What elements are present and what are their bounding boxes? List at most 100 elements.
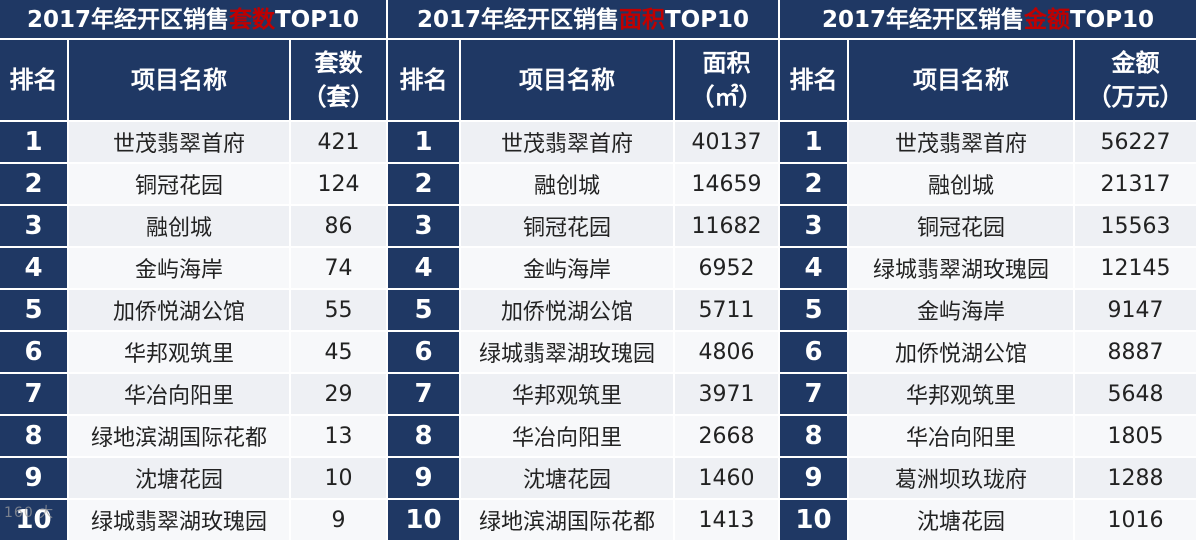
table-row: 9 沈塘花园 1460 <box>388 457 778 500</box>
value-cell: 421 <box>290 121 386 164</box>
rank-cell: 1 <box>0 121 69 164</box>
table-row: 7 华邦观筑里 5648 <box>780 373 1196 416</box>
project-name-cell: 金屿海岸 <box>848 289 1075 332</box>
value-cell: 4806 <box>674 331 778 374</box>
table-row: 8 华冶向阳里 1805 <box>780 415 1196 458</box>
value-cell: 12145 <box>1074 247 1196 290</box>
rank-cell: 6 <box>0 331 69 374</box>
title-prefix: 2017年经开区销售 <box>821 7 1024 33</box>
table-row: 1 世茂翡翠首府 421 <box>0 121 386 164</box>
rank-cell: 4 <box>0 247 69 290</box>
value-cell: 1016 <box>1074 499 1196 542</box>
value-cell: 5648 <box>1074 373 1196 416</box>
value-cell: 9147 <box>1074 289 1196 332</box>
rank-cell: 2 <box>780 163 849 206</box>
project-name-cell: 华邦观筑里 <box>68 331 291 374</box>
table-row: 8 绿地滨湖国际花都 13 <box>0 415 386 458</box>
table-row: 7 华邦观筑里 3971 <box>388 373 778 416</box>
value-cell: 2668 <box>674 415 778 458</box>
project-name-cell: 世茂翡翠首府 <box>68 121 291 164</box>
project-name-cell: 绿城翡翠湖玫瑰园 <box>848 247 1075 290</box>
value-cell: 9 <box>290 499 386 542</box>
project-name-cell: 沈塘花园 <box>848 499 1075 542</box>
value-cell: 29 <box>290 373 386 416</box>
rank-cell: 4 <box>780 247 849 290</box>
value-cell: 55 <box>290 289 386 332</box>
project-name-cell: 华邦观筑里 <box>460 373 675 416</box>
project-name-cell: 华冶向阳里 <box>460 415 675 458</box>
value-header-unit: （㎡） <box>690 83 763 111</box>
value-cell: 6952 <box>674 247 778 290</box>
rank-cell: 10 <box>388 499 461 542</box>
table-row: 3 融创城 86 <box>0 205 386 248</box>
table-row: 2 融创城 21317 <box>780 163 1196 206</box>
table-row: 5 加侨悦湖公馆 5711 <box>388 289 778 332</box>
value-header: 面积 （㎡） <box>674 40 778 122</box>
project-name-cell: 绿城翡翠湖玫瑰园 <box>68 499 291 542</box>
rank-cell: 8 <box>780 415 849 458</box>
header-row: 排名 项目名称 套数 （套） <box>0 40 386 122</box>
project-name-cell: 铜冠花园 <box>460 205 675 248</box>
project-name-cell: 加侨悦湖公馆 <box>68 289 291 332</box>
header-row: 排名 项目名称 金额 （万元） <box>780 40 1196 122</box>
table-row: 9 沈塘花园 10 <box>0 457 386 500</box>
project-name-cell: 世茂翡翠首府 <box>848 121 1075 164</box>
title-highlight: 金额 <box>1023 7 1070 33</box>
value-header-unit: （套） <box>302 83 375 111</box>
value-header: 套数 （套） <box>290 40 386 122</box>
name-header: 项目名称 <box>68 40 291 122</box>
value-cell: 74 <box>290 247 386 290</box>
rank-cell: 6 <box>780 331 849 374</box>
title-highlight: 套数 <box>228 7 275 33</box>
panel-title: 2017年经开区销售金额TOP10 <box>780 0 1196 40</box>
value-cell: 86 <box>290 205 386 248</box>
rank-cell: 5 <box>780 289 849 332</box>
value-cell: 3971 <box>674 373 778 416</box>
value-header: 金额 （万元） <box>1074 40 1196 122</box>
table-row: 4 金屿海岸 6952 <box>388 247 778 290</box>
project-name-cell: 融创城 <box>460 163 675 206</box>
project-name-cell: 绿城翡翠湖玫瑰园 <box>460 331 675 374</box>
rank-cell: 3 <box>388 205 461 248</box>
table-row: 2 融创城 14659 <box>388 163 778 206</box>
rank-cell: 6 <box>388 331 461 374</box>
table-row: 2 铜冠花园 124 <box>0 163 386 206</box>
rank-cell: 8 <box>0 415 69 458</box>
table-row: 4 绿城翡翠湖玫瑰园 12145 <box>780 247 1196 290</box>
table-row: 9 葛洲坝玖珑府 1288 <box>780 457 1196 500</box>
value-header-line1: 金额 <box>1111 49 1160 77</box>
value-header-line1: 套数 <box>314 49 363 77</box>
title-suffix: TOP10 <box>664 7 750 33</box>
rank-cell: 7 <box>0 373 69 416</box>
rank-header: 排名 <box>388 40 461 122</box>
project-name-cell: 融创城 <box>68 205 291 248</box>
rank-header: 排名 <box>0 40 69 122</box>
value-cell: 15563 <box>1074 205 1196 248</box>
table-row: 1 世茂翡翠首府 56227 <box>780 121 1196 164</box>
value-cell: 1460 <box>674 457 778 500</box>
table-row: 10 绿城翡翠湖玫瑰园 9 <box>0 499 386 542</box>
value-cell: 1413 <box>674 499 778 542</box>
rank-cell: 2 <box>388 163 461 206</box>
project-name-cell: 沈塘花园 <box>460 457 675 500</box>
project-name-cell: 铜冠花园 <box>68 163 291 206</box>
rank-cell: 2 <box>0 163 69 206</box>
table-row: 8 华冶向阳里 2668 <box>388 415 778 458</box>
project-name-cell: 世茂翡翠首府 <box>460 121 675 164</box>
rank-cell: 5 <box>0 289 69 332</box>
table-row: 10 沈塘花园 1016 <box>780 499 1196 542</box>
title-suffix: TOP10 <box>1069 7 1155 33</box>
title-prefix: 2017年经开区销售 <box>416 7 619 33</box>
value-header-line1: 面积 <box>702 49 751 77</box>
table-row: 10 绿地滨湖国际花都 1413 <box>388 499 778 542</box>
table-row: 3 铜冠花园 11682 <box>388 205 778 248</box>
rank-cell: 9 <box>0 457 69 500</box>
header-row: 排名 项目名称 面积 （㎡） <box>388 40 778 122</box>
table-row: 1 世茂翡翠首府 40137 <box>388 121 778 164</box>
project-name-cell: 铜冠花园 <box>848 205 1075 248</box>
value-cell: 56227 <box>1074 121 1196 164</box>
amount-ranking-panel: 2017年经开区销售金额TOP10 排名 项目名称 金额 （万元） 1 世茂翡翠首府… <box>780 0 1196 542</box>
table-row: 3 铜冠花园 15563 <box>780 205 1196 248</box>
value-cell: 5711 <box>674 289 778 332</box>
panel-title: 2017年经开区销售面积TOP10 <box>388 0 778 40</box>
